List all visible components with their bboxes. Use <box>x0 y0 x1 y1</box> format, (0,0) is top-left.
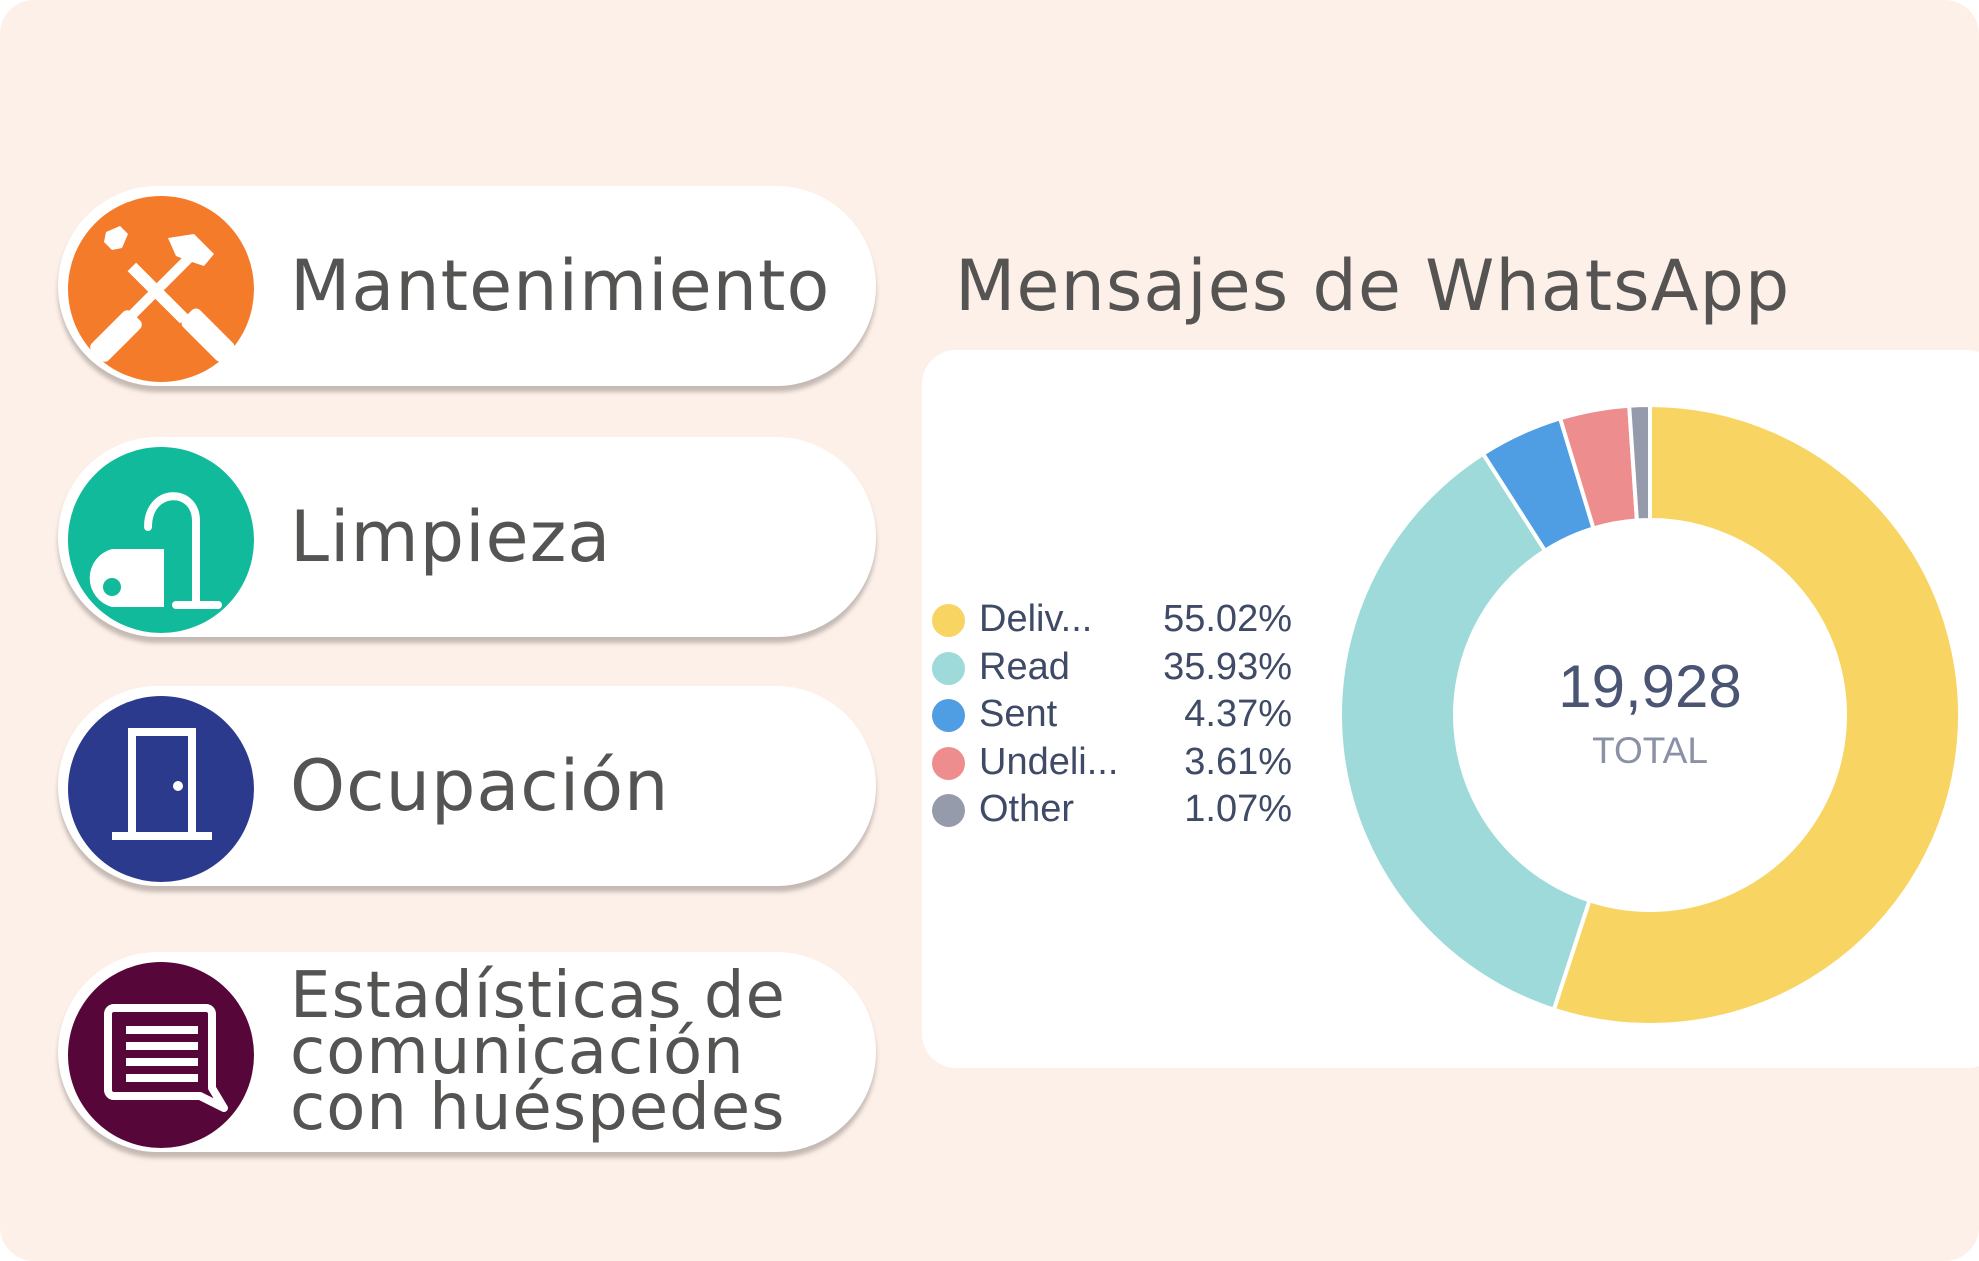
door-icon <box>68 696 254 882</box>
donut-slice-other[interactable] <box>1627 402 1652 523</box>
menu-item-ocupacion[interactable]: Ocupación <box>58 686 876 886</box>
legend-label: Read <box>979 645 1070 688</box>
chart-title: Mensajes de WhatsApp <box>955 245 1791 327</box>
legend-value: 1.07% <box>1184 788 1292 830</box>
legend-swatch <box>932 604 965 637</box>
legend-label: Deliv... <box>979 598 1093 640</box>
legend-item[interactable]: Read 35.93% <box>932 644 1292 692</box>
legend-item[interactable]: Sent 4.37% <box>932 691 1292 739</box>
legend-item[interactable]: Other 1.07% <box>932 786 1292 834</box>
menu-item-label: Limpieza <box>290 496 612 578</box>
chart-legend: Deliv... 55.02% Read 35.93% Sent 4.37% U… <box>932 596 1292 834</box>
donut-total-value: 19,928 <box>1558 653 1742 720</box>
legend-swatch <box>932 746 965 780</box>
legend-label: Other <box>979 788 1075 830</box>
donut-slice-deliv[interactable] <box>1551 402 1962 1027</box>
tools-icon <box>68 196 254 382</box>
donut-slice-read[interactable] <box>1338 451 1593 1013</box>
donut-chart <box>1338 402 1962 1027</box>
legend-swatch <box>932 794 965 827</box>
menu-item-label: Mantenimiento <box>290 245 831 327</box>
donut-total-label: TOTAL <box>1592 730 1708 771</box>
menu-item-label: Estadísticas de comunicación con huésped… <box>290 959 786 1145</box>
menu-item-mantenimiento[interactable]: Mantenimiento <box>58 186 876 386</box>
legend-swatch <box>932 699 965 732</box>
legend-label: Undeli... <box>979 740 1119 783</box>
legend-value: 55.02% <box>1163 598 1292 640</box>
legend-item[interactable]: Deliv... 55.02% <box>932 596 1292 644</box>
menu-item-estadisticas[interactable]: Estadísticas de comunicación con huésped… <box>58 952 876 1152</box>
message-icon <box>68 962 254 1148</box>
legend-value: 35.93% <box>1163 645 1292 688</box>
vacuum-cleaner-icon <box>68 447 254 633</box>
legend-swatch <box>932 651 965 685</box>
legend-item[interactable]: Undeli... 3.61% <box>932 739 1292 787</box>
legend-value: 3.61% <box>1184 740 1292 783</box>
legend-value: 4.37% <box>1184 693 1292 735</box>
legend-label: Sent <box>979 693 1058 735</box>
menu-item-label: Ocupación <box>290 745 670 827</box>
menu-item-limpieza[interactable]: Limpieza <box>58 437 876 637</box>
